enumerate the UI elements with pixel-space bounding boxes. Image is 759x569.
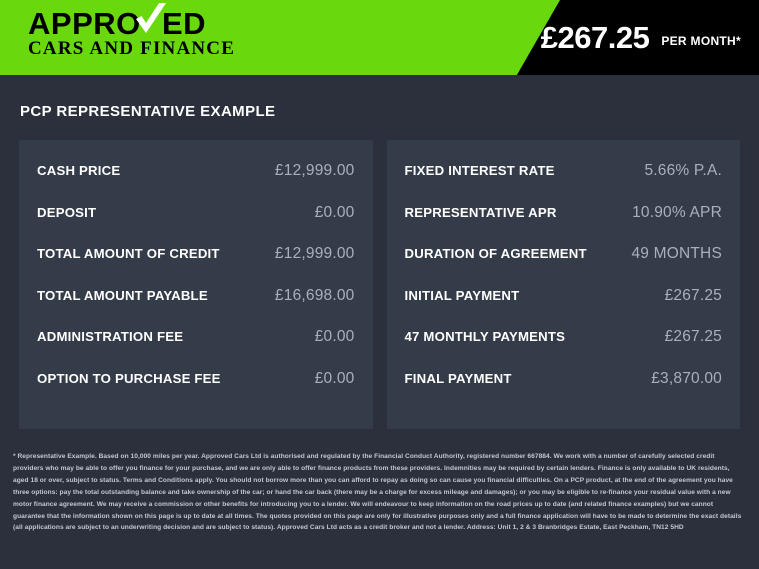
header-green-panel	[0, 0, 560, 75]
logo-text-post: ED	[161, 6, 207, 41]
row-label: TOTAL AMOUNT PAYABLE	[37, 287, 208, 303]
left-details-panel: CASH PRICE £12,999.00 DEPOSIT £0.00 TOTA…	[19, 140, 373, 429]
row-value: £12,999.00	[274, 245, 355, 262]
monthly-price-block: £267.25 PER MONTH*	[541, 0, 741, 75]
table-row: FIXED INTEREST RATE 5.66% P.A.	[405, 162, 723, 204]
row-label: FIXED INTEREST RATE	[404, 163, 555, 178]
price-amount: £267.25	[540, 19, 650, 55]
row-value: £16,698.00	[274, 286, 355, 304]
legal-disclaimer: * Representative Example. Based on 10,00…	[13, 453, 742, 532]
table-row: TOTAL AMOUNT PAYABLE £16,698.00	[37, 287, 355, 329]
table-row: INITIAL PAYMENT £267.25	[405, 287, 723, 329]
row-label: REPRESENTATIVE APR	[404, 204, 557, 220]
price-period-label: PER MONTH*	[661, 33, 741, 48]
row-value: £267.25	[664, 328, 722, 345]
row-value: 5.66% P.A.	[644, 162, 722, 179]
logo-text-v: V	[141, 6, 162, 41]
row-label: FINAL PAYMENT	[404, 370, 512, 386]
row-value: £267.25	[664, 286, 722, 304]
finance-details-panels: CASH PRICE £12,999.00 DEPOSIT £0.00 TOTA…	[0, 140, 759, 429]
table-row: TOTAL AMOUNT OF CREDIT £12,999.00	[37, 245, 355, 287]
table-row: CASH PRICE £12,999.00	[37, 162, 355, 204]
row-label: 47 MONTHLY PAYMENTS	[404, 329, 566, 344]
row-value: 10.90% APR	[632, 203, 722, 221]
row-label: INITIAL PAYMENT	[404, 287, 520, 303]
row-value: £12,999.00	[274, 162, 355, 179]
right-details-panel: FIXED INTEREST RATE 5.66% P.A. REPRESENT…	[386, 140, 740, 429]
logo-primary-text: APPROVED	[28, 3, 328, 41]
table-row: FINAL PAYMENT £3,870.00	[405, 370, 723, 412]
row-value: £0.00	[314, 369, 355, 387]
row-label: CASH PRICE	[37, 163, 121, 178]
row-value: £0.00	[314, 203, 355, 221]
table-row: ADMINISTRATION FEE £0.00	[37, 328, 355, 370]
row-label: DURATION OF AGREEMENT	[404, 246, 587, 261]
table-row: OPTION TO PURCHASE FEE £0.00	[37, 370, 355, 412]
brand-logo[interactable]: APPROVED CARS AND FINANCE	[28, 3, 328, 59]
row-label: TOTAL AMOUNT OF CREDIT	[37, 246, 220, 261]
table-row: REPRESENTATIVE APR 10.90% APR	[405, 204, 723, 246]
table-row: 47 MONTHLY PAYMENTS £267.25	[405, 328, 723, 370]
table-row: DEPOSIT £0.00	[37, 204, 355, 246]
logo-secondary-text: CARS AND FINANCE	[28, 37, 236, 59]
page-title: PCP REPRESENTATIVE EXAMPLE	[20, 103, 276, 120]
page-header: APPROVED CARS AND FINANCE £267.25 PER MO…	[0, 0, 759, 75]
row-value: £0.00	[314, 328, 355, 345]
row-label: OPTION TO PURCHASE FEE	[37, 370, 221, 386]
row-label: ADMINISTRATION FEE	[37, 329, 184, 344]
row-value: £3,870.00	[651, 369, 722, 387]
row-label: DEPOSIT	[37, 204, 97, 220]
table-row: DURATION OF AGREEMENT 49 MONTHS	[405, 245, 723, 287]
row-value: 49 MONTHS	[631, 245, 722, 262]
logo-text-pre: APPRO	[28, 6, 141, 41]
